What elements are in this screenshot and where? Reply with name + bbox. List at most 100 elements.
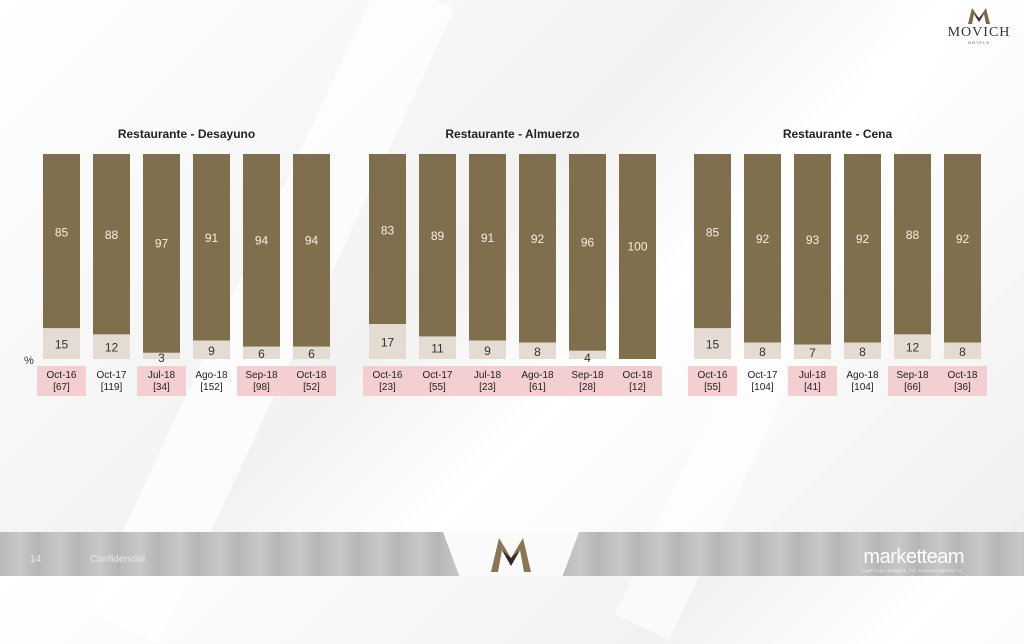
- bar-segment-main: [619, 154, 656, 359]
- bar-segment-main: [43, 154, 80, 329]
- bar-value-label: 88: [906, 228, 920, 242]
- sample-size-label: [55]: [429, 382, 446, 393]
- sample-size-label: [66]: [904, 382, 921, 393]
- logo-wordmark: MOVICH: [947, 25, 1011, 40]
- bar-segment-rest: [43, 328, 80, 359]
- sample-size-label: [23]: [479, 382, 496, 393]
- bar-segment-main: [469, 154, 506, 341]
- highlight-background: [137, 366, 186, 396]
- bar-value-label: 96: [581, 236, 595, 250]
- bar-value-label: 15: [55, 338, 69, 352]
- sample-size-label: [55]: [704, 382, 721, 393]
- bar-segment-rest: [944, 342, 981, 359]
- bar-value-label: 88: [105, 228, 119, 242]
- highlight-background: [363, 366, 662, 396]
- footer-bar: 14 Confidencial marketteam CAPITALIZAMOS…: [0, 532, 1024, 576]
- bar-value-label: 6: [258, 347, 265, 361]
- bar-value-label: 83: [381, 224, 395, 238]
- bar-segment-main: [193, 154, 230, 341]
- bar-segment-main: [844, 154, 881, 343]
- bar-segment-rest: [744, 342, 781, 359]
- sample-size-label: [41]: [804, 382, 821, 393]
- bar-segment-main: [569, 154, 606, 351]
- sample-size-label: [34]: [153, 382, 170, 393]
- bar-value-label: 9: [208, 344, 215, 358]
- category-label: Oct-18: [947, 370, 977, 381]
- bar-value-label: 97: [155, 236, 169, 250]
- bar-segment-rest: [469, 340, 506, 359]
- bar-segment-rest: [794, 344, 831, 359]
- bar-segment-rest: [894, 334, 931, 359]
- category-label: Oct-17: [422, 370, 452, 381]
- bar-value-label: 93: [806, 233, 820, 247]
- bar-value-label: 8: [959, 345, 966, 359]
- bar-value-label: 94: [255, 234, 269, 248]
- bar-value-label: 8: [534, 345, 541, 359]
- bar-segment-rest: [93, 334, 130, 359]
- bar-segment-main: [243, 154, 280, 347]
- bar-segment-rest: [193, 340, 230, 359]
- bar-segment-main: [794, 154, 831, 345]
- bar-value-label: 11: [431, 342, 444, 356]
- sample-size-label: [98]: [253, 382, 270, 393]
- bar-value-label: 7: [809, 346, 816, 360]
- bar-segment-main: [293, 154, 330, 347]
- bar-segment-main: [369, 154, 406, 325]
- bar-segment-main: [944, 154, 981, 343]
- category-label: Jul-18: [799, 370, 827, 381]
- movich-logo-icon: [968, 8, 990, 24]
- category-label: Sep-18: [571, 370, 604, 381]
- category-label: Oct-17: [747, 370, 777, 381]
- bar-value-label: 12: [105, 341, 119, 355]
- bar-segment-rest: [293, 346, 330, 359]
- sample-size-label: [36]: [954, 382, 971, 393]
- bar-segment-rest: [419, 336, 456, 359]
- category-label: Oct-16: [46, 370, 76, 381]
- bar-segment-main: [519, 154, 556, 343]
- highlight-background: [888, 366, 987, 396]
- bar-segment-rest: [569, 350, 606, 359]
- sample-size-label: [119]: [101, 382, 123, 393]
- bar-segment-main: [894, 154, 931, 335]
- bar-value-label: 92: [956, 232, 970, 246]
- bar-segment-main: [694, 154, 731, 329]
- bar-value-label: 15: [706, 338, 720, 352]
- logo-subtitle: HOTELS: [967, 40, 990, 45]
- bar-segment-rest: [143, 352, 180, 359]
- bar-value-label: 91: [481, 231, 495, 245]
- category-label: Oct-18: [296, 370, 326, 381]
- sample-size-label: [12]: [629, 382, 646, 393]
- sample-size-label: [104]: [851, 382, 873, 393]
- bar-value-label: 8: [759, 345, 766, 359]
- bar-value-label: 12: [906, 341, 920, 355]
- sample-size-label: [152]: [200, 382, 222, 393]
- bar-value-label: 91: [205, 231, 219, 245]
- sample-size-label: [23]: [379, 382, 396, 393]
- bar-value-label: 17: [381, 336, 395, 350]
- chart-title: Restaurante - Almuerzo: [445, 127, 579, 141]
- bar-value-label: 85: [706, 225, 720, 239]
- sample-size-label: [67]: [53, 382, 70, 393]
- bar-segment-main: [419, 154, 456, 337]
- bar-segment-main: [93, 154, 130, 335]
- category-label: Oct-16: [372, 370, 402, 381]
- page-number: 14: [30, 554, 42, 565]
- footer-brand-subtitle: CAPITALIZAMOS TU CONOCIMIENTO: [862, 568, 962, 573]
- bar-segment-rest: [369, 324, 406, 359]
- footer-logo-panel: [443, 532, 579, 576]
- category-label: Sep-18: [245, 370, 278, 381]
- bar-value-label: 92: [531, 232, 545, 246]
- stacked-bar-charts: Restaurante - Desayuno8515Oct-16[67]8812…: [37, 127, 987, 396]
- bar-value-label: 85: [55, 225, 69, 239]
- bar-value-label: 3: [158, 351, 165, 365]
- highlight-background: [37, 366, 86, 396]
- sample-size-label: [28]: [579, 382, 596, 393]
- bar-segment-rest: [519, 342, 556, 359]
- bar-segment-main: [744, 154, 781, 343]
- bar-segment-main: [143, 154, 180, 353]
- category-label: Sep-18: [896, 370, 929, 381]
- sample-size-label: [52]: [303, 382, 320, 393]
- category-label: Oct-18: [622, 370, 652, 381]
- highlight-background: [237, 366, 336, 396]
- category-label: Oct-17: [96, 370, 126, 381]
